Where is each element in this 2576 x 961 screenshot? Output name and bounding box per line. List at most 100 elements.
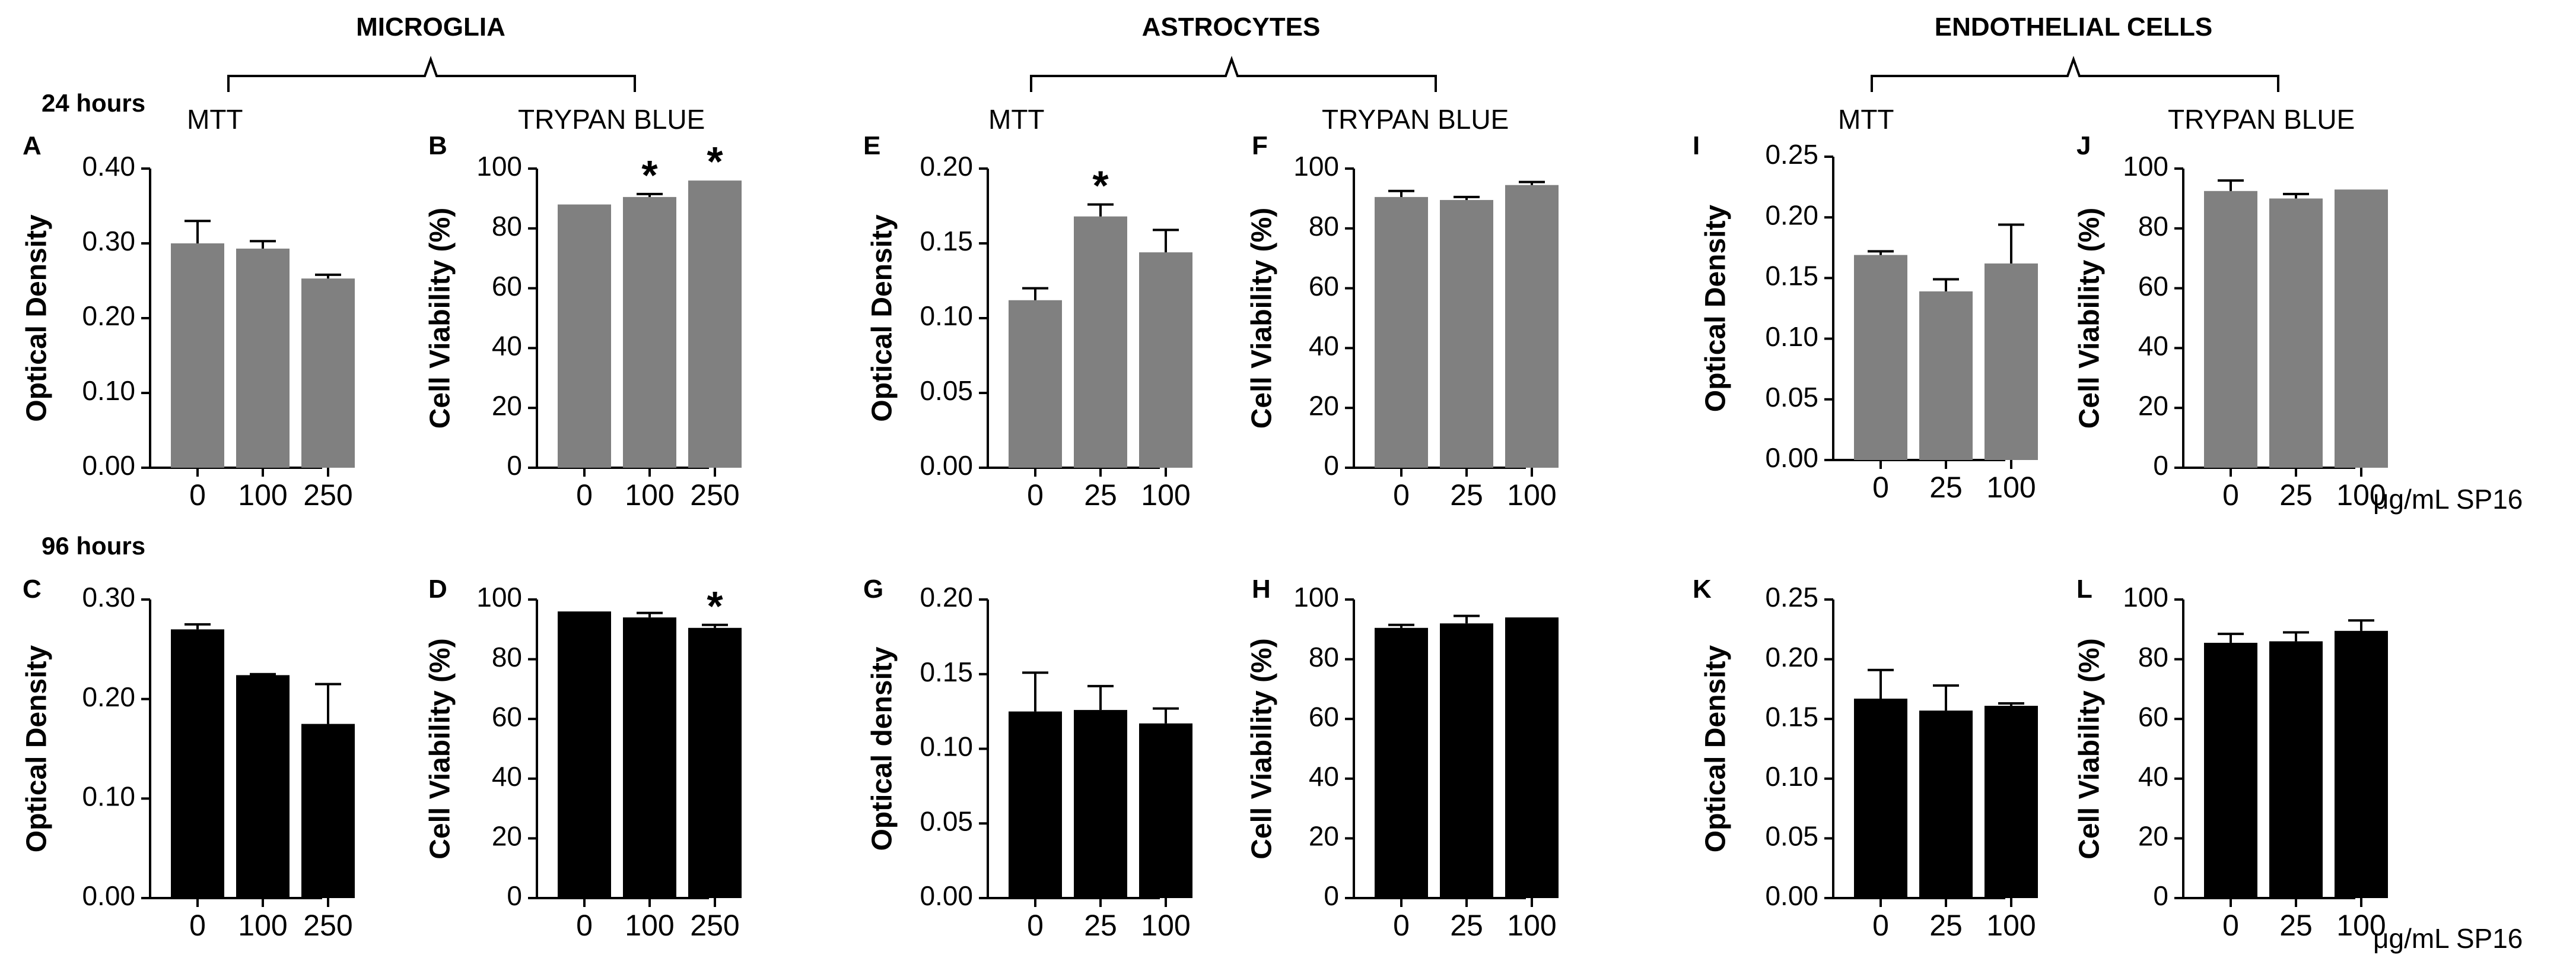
category-label-c-1: 100 <box>238 909 287 942</box>
group-title-endothelial: ENDOTHELIAL CELLS <box>1935 12 2213 42</box>
y-tick-label-b: 0 <box>507 450 522 481</box>
y-tick-label-j: 40 <box>2138 331 2168 361</box>
y-tick-label-a: 0.00 <box>82 450 135 481</box>
group-title-microglia: MICROGLIA <box>356 12 505 42</box>
category-label-h-2: 100 <box>1507 909 1556 942</box>
y-tick-label-c: 0.00 <box>82 880 135 911</box>
y-tick-label-g: 0.05 <box>920 805 973 836</box>
y-tick-label-k: 0.10 <box>1765 761 1818 792</box>
group-brace-microglia <box>227 56 636 92</box>
y-axis-label-d: Cell Viability (%) <box>425 638 456 859</box>
panel-letter-h: H <box>1252 575 1271 604</box>
panel-h: H Cell Viability (%) 0 20 40 60 80 100 0 25 100 <box>1246 575 1559 942</box>
y-axis-label-l: Cell Viability (%) <box>2074 638 2106 859</box>
y-tick-label-j: 20 <box>2138 390 2168 421</box>
category-label-g-2: 100 <box>1141 909 1190 942</box>
y-tick-label-i: 0.25 <box>1765 139 1818 170</box>
panel-letter-c: C <box>23 575 42 604</box>
y-axis-label-a: Optical Density <box>21 214 53 422</box>
bar-j-0 <box>2204 191 2257 468</box>
time-label-24h: 24 hours <box>42 89 145 117</box>
y-tick-label-c: 0.20 <box>82 681 135 712</box>
category-label-k-0: 0 <box>1872 909 1889 942</box>
bar-b-1 <box>623 196 676 468</box>
panel-letter-i: I <box>1693 131 1700 160</box>
bar-e-2 <box>1139 252 1192 468</box>
category-label-h-0: 0 <box>1393 909 1410 942</box>
assay-label-microglia-mtt: MTT <box>187 104 243 135</box>
bar-a-2 <box>301 278 355 468</box>
y-tick-label-d: 80 <box>492 642 522 673</box>
bar-k-1 <box>1919 711 1973 898</box>
category-label-k-1: 25 <box>1929 909 1963 942</box>
bar-l-2 <box>2335 630 2388 898</box>
y-tick-label-g: 0.20 <box>920 582 973 613</box>
category-label-f-1: 25 <box>1450 478 1483 512</box>
y-tick-label-h: 60 <box>1309 701 1339 732</box>
category-label-a-1: 100 <box>238 478 287 512</box>
y-tick-label-d: 60 <box>492 701 522 732</box>
significance-star-e-1: * <box>1092 162 1109 208</box>
y-tick-label-c: 0.10 <box>82 781 135 811</box>
y-tick-label-l: 20 <box>2138 821 2168 852</box>
y-tick-label-f: 20 <box>1309 390 1339 421</box>
panel-letter-e: E <box>863 131 880 160</box>
bar-f-2 <box>1505 185 1559 468</box>
category-label-d-1: 100 <box>625 909 674 942</box>
assay-label-endothelial-mtt: MTT <box>1838 104 1894 135</box>
bar-k-0 <box>1854 698 1907 898</box>
y-tick-label-l: 40 <box>2138 761 2168 792</box>
group-brace-endothelial <box>1871 56 2279 92</box>
bar-j-2 <box>2335 189 2388 468</box>
y-tick-label-i: 0.10 <box>1765 321 1818 352</box>
y-tick-label-d: 40 <box>492 761 522 792</box>
panel-letter-b: B <box>428 131 447 160</box>
y-tick-label-h: 100 <box>1293 582 1339 613</box>
category-label-i-1: 25 <box>1929 471 1963 504</box>
y-tick-label-e: 0.20 <box>920 151 973 182</box>
y-axis-label-h: Cell Viability (%) <box>1246 638 1278 859</box>
y-tick-label-d: 20 <box>492 821 522 852</box>
y-tick-label-i: 0.20 <box>1765 199 1818 230</box>
category-label-c-0: 0 <box>189 909 206 942</box>
panel-l: L Cell Viability (%) 0 20 40 60 80 100 0 25 100 <box>2074 575 2388 942</box>
y-tick-label-f: 0 <box>1324 450 1339 481</box>
y-tick-label-g: 0.10 <box>920 731 973 762</box>
y-tick-label-a: 0.40 <box>82 151 135 182</box>
category-label-a-0: 0 <box>189 478 206 512</box>
bar-l-1 <box>2269 641 2323 898</box>
bar-h-1 <box>1440 623 1493 898</box>
category-label-i-0: 0 <box>1872 471 1889 504</box>
y-tick-label-j: 60 <box>2138 271 2168 302</box>
panel-g: G Optical density 0.00 0.05 0.10 0.15 0.20 0 25 1… <box>863 575 1192 942</box>
panel-j: J Cell Viability (%) 0 20 40 60 80 100 0 25 100 <box>2074 131 2388 512</box>
category-label-f-2: 100 <box>1507 478 1556 512</box>
bar-b-2 <box>688 180 742 468</box>
panel-letter-a: A <box>23 131 42 160</box>
category-label-e-0: 0 <box>1027 478 1044 512</box>
y-tick-label-h: 20 <box>1309 821 1339 852</box>
y-tick-label-e: 0.05 <box>920 375 973 406</box>
bar-i-1 <box>1919 291 1973 460</box>
category-label-l-2: 100 <box>2336 909 2386 942</box>
category-label-i-2: 100 <box>1986 471 2036 504</box>
category-label-b-1: 100 <box>625 478 674 512</box>
y-tick-label-f: 100 <box>1293 151 1339 182</box>
y-tick-label-j: 100 <box>2123 151 2168 182</box>
bar-g-1 <box>1074 710 1127 898</box>
y-tick-label-l: 80 <box>2138 642 2168 673</box>
category-label-e-1: 25 <box>1084 478 1117 512</box>
category-label-b-2: 250 <box>690 478 739 512</box>
bar-e-0 <box>1009 300 1062 468</box>
y-tick-label-k: 0.05 <box>1765 821 1818 852</box>
panels-layer: A Optical Density 0.00 0.10 0.20 0.30 0.40 0 100… <box>21 131 2388 942</box>
y-tick-label-l: 0 <box>2153 880 2168 911</box>
y-axis-label-k: Optical Density <box>1700 645 1732 852</box>
y-tick-label-k: 0.20 <box>1765 642 1818 673</box>
y-tick-label-d: 100 <box>476 582 522 613</box>
category-label-g-0: 0 <box>1027 909 1044 942</box>
panel-b: B Cell Viability (%) 0 20 40 60 80 100 0 100 * 250 * <box>425 131 742 512</box>
group-brace-astrocytes <box>1030 56 1437 92</box>
y-tick-label-c: 0.30 <box>82 582 135 613</box>
assay-label-astrocytes-trypan: TRYPAN BLUE <box>1322 104 1509 135</box>
